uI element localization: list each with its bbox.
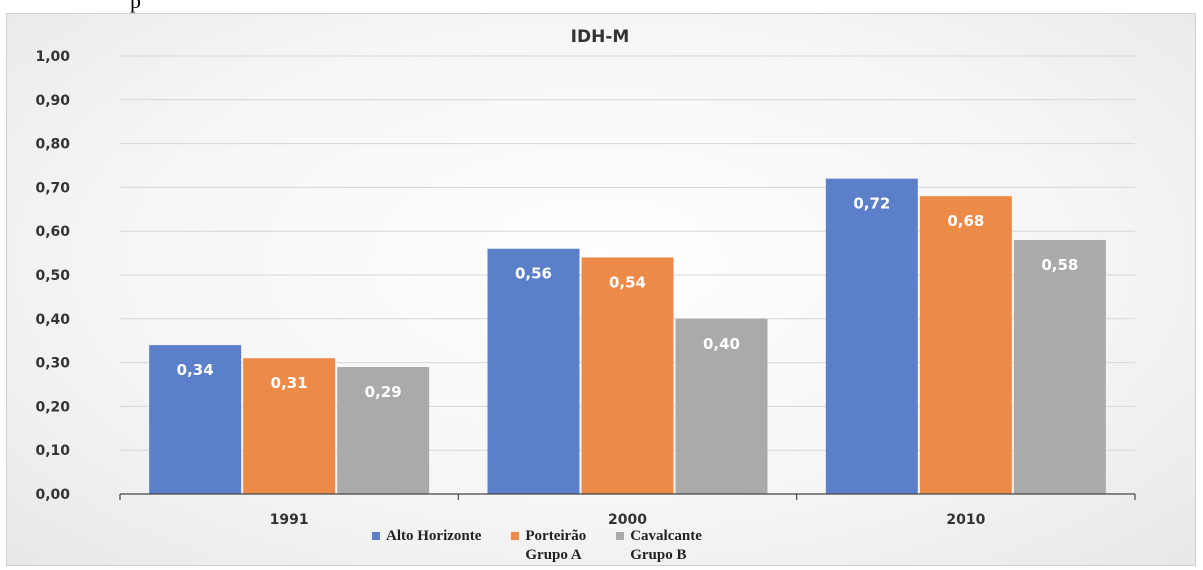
- bar: [149, 345, 242, 494]
- legend-swatch: [372, 532, 380, 540]
- data-label: 0,54: [609, 273, 646, 291]
- data-label: 0,29: [365, 383, 402, 401]
- x-tick-label: 1991: [270, 512, 309, 528]
- bar: [825, 178, 918, 494]
- data-label: 0,56: [515, 265, 552, 283]
- bar: [337, 366, 430, 494]
- data-label: 0,68: [947, 212, 984, 230]
- x-tick-label: 2010: [946, 512, 985, 528]
- x-tick-label: 2000: [608, 512, 647, 528]
- legend-item: Porteirão Grupo A: [511, 527, 586, 565]
- y-tick-label: 0,40: [35, 312, 70, 328]
- y-tick-label: 0,30: [35, 356, 70, 372]
- bar: [243, 358, 336, 494]
- data-label: 0,72: [853, 195, 890, 213]
- data-label: 0,34: [177, 361, 214, 379]
- legend-item: Cavalcante Grupo B: [616, 527, 702, 565]
- y-tick-label: 0,50: [35, 268, 70, 284]
- y-tick-label: 0,20: [35, 399, 70, 415]
- bar: [675, 318, 768, 494]
- chart-legend: Alto Horizonte Porteirão Grupo A Cavalcant…: [372, 527, 702, 565]
- y-tick-label: 0,80: [35, 137, 70, 153]
- data-label: 0,31: [271, 374, 308, 392]
- y-tick-label: 0,90: [35, 93, 70, 109]
- legend-label: Porteirão Grupo A: [525, 528, 587, 563]
- page-text-fragment: p: [130, 0, 141, 13]
- y-tick-label: 0,00: [35, 487, 70, 503]
- chart-title: IDH-M: [571, 27, 630, 47]
- y-tick-label: 0,10: [35, 443, 70, 459]
- legend-label: Cavalcante Grupo B: [630, 528, 702, 563]
- y-tick-label: 0,70: [35, 180, 70, 196]
- legend-swatch: [511, 532, 520, 540]
- bar: [1013, 239, 1106, 494]
- legend-swatch: [616, 532, 625, 540]
- legend-label: Alto Horizonte: [386, 528, 482, 544]
- data-label: 0,58: [1041, 256, 1078, 274]
- legend-item: Alto Horizonte: [372, 527, 481, 565]
- y-tick-label: 1,00: [35, 49, 70, 65]
- bar: [581, 257, 674, 494]
- y-tick-label: 0,60: [35, 224, 70, 240]
- bar: [919, 196, 1012, 494]
- data-label: 0,40: [703, 335, 740, 353]
- bar: [487, 248, 580, 494]
